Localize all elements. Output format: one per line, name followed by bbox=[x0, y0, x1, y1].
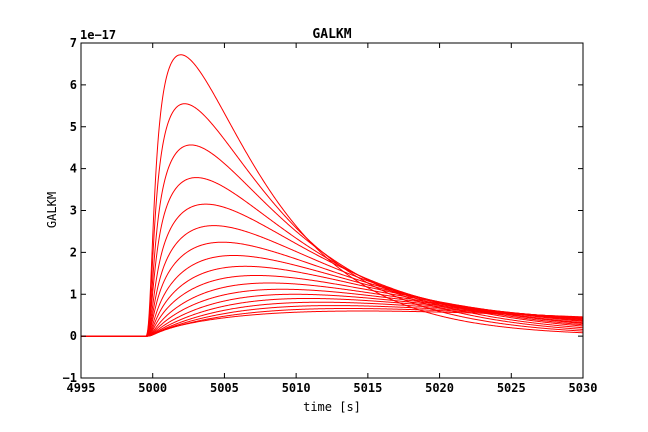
y-tick-label: 2 bbox=[70, 245, 77, 259]
tick-layer: 4995 5000 5005 5010 5015 5020 5025 5030 −1 0 1 2 3 4 5… bbox=[63, 36, 598, 395]
y-tick-label: −1 bbox=[63, 371, 77, 385]
x-tick-label: 5030 bbox=[569, 381, 598, 395]
x-tick-label: 5010 bbox=[282, 381, 311, 395]
series-line-3 bbox=[81, 144, 584, 337]
chart-title: GALKM bbox=[312, 27, 351, 42]
plot-frame bbox=[80, 42, 584, 379]
series-line-4 bbox=[81, 177, 584, 337]
series-line-5 bbox=[81, 203, 584, 337]
x-tick-label: 5015 bbox=[353, 381, 382, 395]
y-tick-label: 1 bbox=[70, 287, 77, 301]
y-tick-label: 4 bbox=[70, 162, 77, 176]
y-tick-label: 7 bbox=[70, 36, 77, 50]
series-line-18 bbox=[81, 310, 584, 337]
series-line-2 bbox=[81, 103, 584, 337]
x-tick-label: 4995 bbox=[67, 381, 96, 395]
y-axis-label: GALKM bbox=[45, 192, 59, 228]
x-tick-label: 5025 bbox=[497, 381, 526, 395]
series-line-6 bbox=[81, 225, 584, 337]
x-axis-label: time [s] bbox=[303, 400, 361, 414]
y-tick-label: 5 bbox=[70, 120, 77, 134]
x-tick-label: 5005 bbox=[210, 381, 239, 395]
y-tick-label: 6 bbox=[70, 78, 77, 92]
y-tick-label: 0 bbox=[70, 329, 77, 343]
x-tick-label: 5000 bbox=[138, 381, 167, 395]
series-line-11 bbox=[81, 282, 584, 337]
x-tick-label: 5020 bbox=[425, 381, 454, 395]
y-tick-label: 3 bbox=[70, 204, 77, 218]
series-line-15 bbox=[81, 301, 584, 337]
series-layer bbox=[81, 54, 584, 337]
y-offset-label: 1e−17 bbox=[80, 28, 116, 42]
